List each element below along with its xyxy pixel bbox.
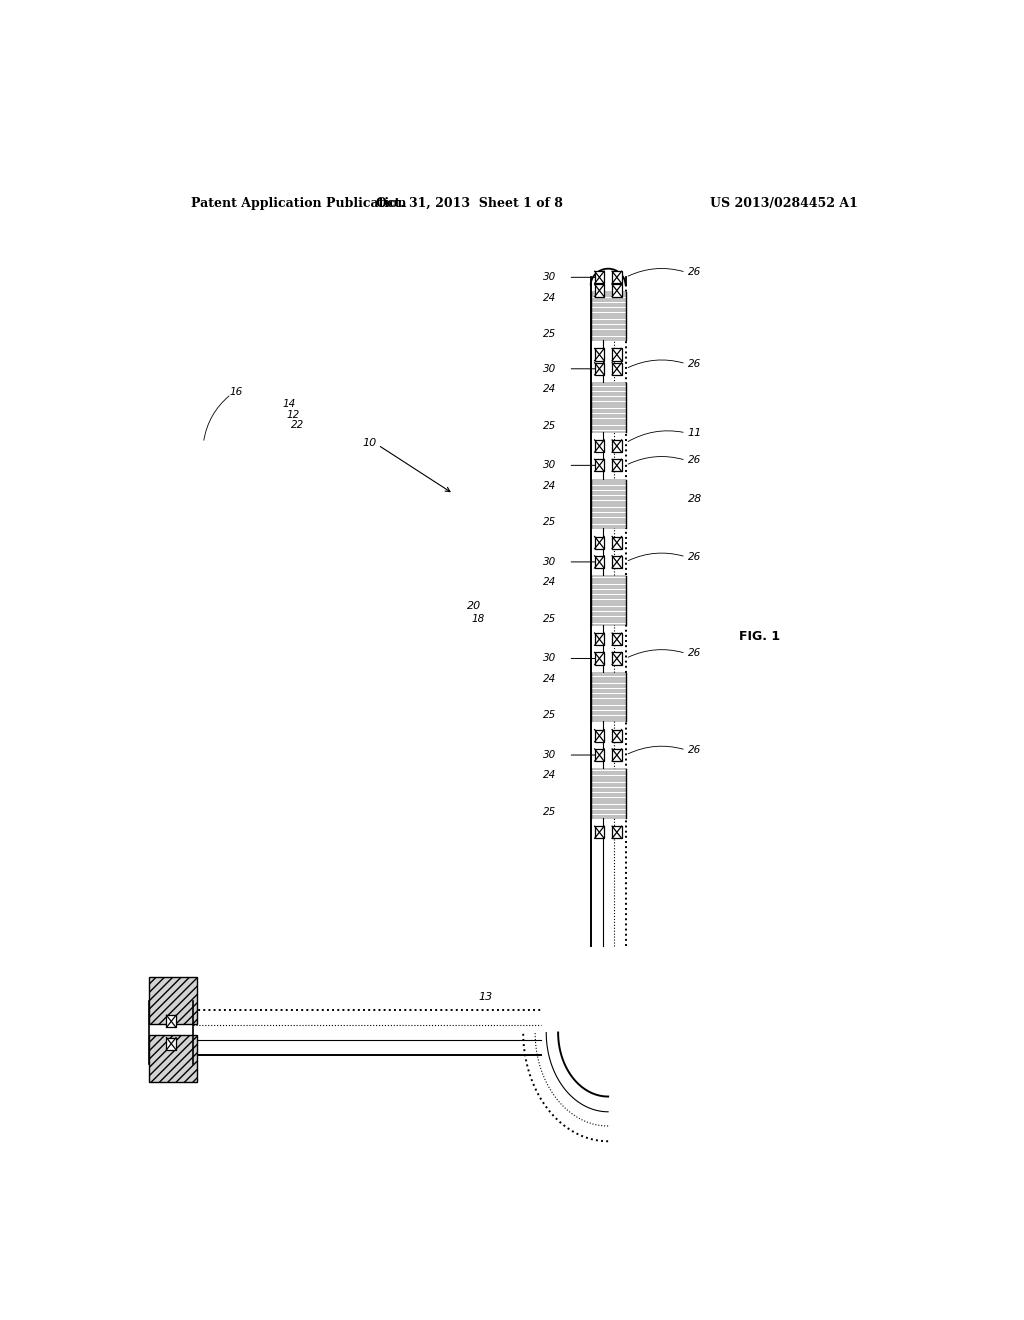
- Text: 25: 25: [544, 517, 557, 527]
- Text: Patent Application Publication: Patent Application Publication: [191, 197, 407, 210]
- Text: 28: 28: [687, 494, 701, 504]
- Bar: [595, 730, 604, 742]
- Text: 22: 22: [291, 420, 304, 430]
- Text: 24: 24: [544, 673, 557, 684]
- Text: 26: 26: [687, 648, 700, 659]
- Bar: [595, 634, 604, 645]
- Bar: [591, 292, 626, 341]
- Text: 11: 11: [687, 428, 701, 438]
- Bar: [591, 383, 626, 432]
- Text: 25: 25: [544, 614, 557, 624]
- Bar: [167, 1015, 176, 1027]
- Bar: [612, 459, 622, 471]
- Bar: [595, 271, 604, 284]
- Bar: [612, 348, 622, 360]
- Text: 20: 20: [467, 601, 481, 611]
- Bar: [591, 770, 626, 818]
- Bar: [612, 826, 622, 838]
- Text: 30: 30: [544, 364, 557, 374]
- Text: 25: 25: [544, 807, 557, 817]
- Text: US 2013/0284452 A1: US 2013/0284452 A1: [711, 197, 858, 210]
- Bar: [612, 652, 622, 664]
- Text: 30: 30: [544, 653, 557, 664]
- Bar: [591, 479, 626, 528]
- Text: 26: 26: [687, 744, 700, 755]
- Text: 30: 30: [544, 557, 557, 566]
- Text: 16: 16: [229, 387, 243, 397]
- Bar: [167, 1038, 176, 1049]
- Bar: [612, 284, 622, 297]
- Bar: [612, 271, 622, 284]
- Bar: [595, 284, 604, 297]
- Text: 18: 18: [472, 614, 485, 624]
- Bar: [150, 1035, 197, 1082]
- Bar: [612, 556, 622, 568]
- Bar: [612, 536, 622, 549]
- Bar: [595, 348, 604, 360]
- Text: 24: 24: [544, 384, 557, 395]
- Bar: [612, 634, 622, 645]
- Bar: [595, 748, 604, 762]
- Text: 24: 24: [544, 771, 557, 780]
- Text: 10: 10: [362, 438, 377, 447]
- Text: 24: 24: [544, 577, 557, 587]
- Bar: [595, 826, 604, 838]
- Bar: [595, 536, 604, 549]
- Text: 14: 14: [283, 400, 296, 409]
- Bar: [612, 748, 622, 762]
- Bar: [612, 440, 622, 453]
- Text: FIG. 1: FIG. 1: [739, 630, 780, 643]
- Bar: [591, 673, 626, 722]
- Bar: [150, 977, 197, 1024]
- Bar: [595, 440, 604, 453]
- Text: 25: 25: [544, 329, 557, 339]
- Bar: [612, 363, 622, 375]
- Text: 24: 24: [544, 480, 557, 491]
- Text: 26: 26: [687, 552, 700, 562]
- Text: 24: 24: [544, 293, 557, 302]
- Bar: [612, 730, 622, 742]
- Text: 25: 25: [544, 710, 557, 721]
- Text: 30: 30: [544, 461, 557, 470]
- Bar: [595, 363, 604, 375]
- Text: 13: 13: [478, 991, 493, 1002]
- Text: 26: 26: [687, 359, 700, 368]
- Bar: [595, 459, 604, 471]
- Text: 30: 30: [544, 272, 557, 282]
- Text: 26: 26: [687, 267, 700, 277]
- Text: 30: 30: [544, 750, 557, 760]
- Text: 12: 12: [287, 409, 300, 420]
- Bar: [595, 652, 604, 664]
- Text: 26: 26: [687, 455, 700, 465]
- Text: 25: 25: [544, 421, 557, 430]
- Bar: [591, 576, 626, 624]
- Bar: [595, 556, 604, 568]
- Text: Oct. 31, 2013  Sheet 1 of 8: Oct. 31, 2013 Sheet 1 of 8: [376, 197, 562, 210]
